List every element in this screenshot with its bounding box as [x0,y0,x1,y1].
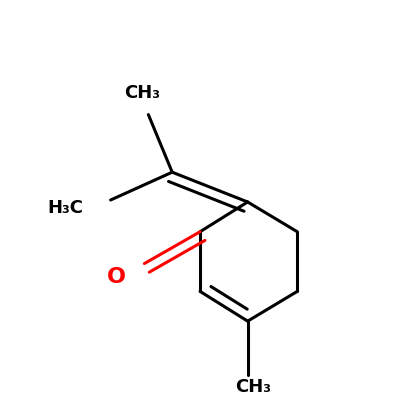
Text: CH₃: CH₃ [124,84,160,102]
Text: O: O [107,268,126,288]
Text: CH₃: CH₃ [236,378,272,396]
Text: H₃C: H₃C [47,199,83,217]
